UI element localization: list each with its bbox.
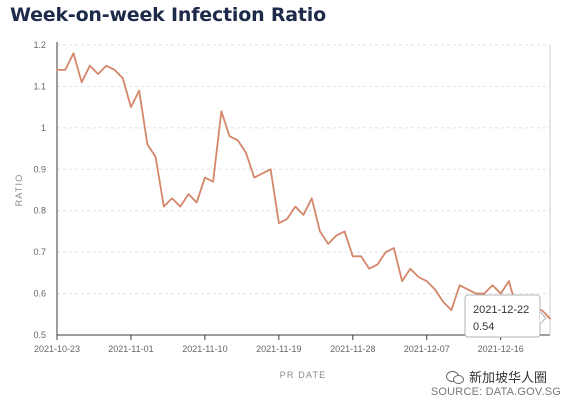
y-axis: 0.5 0.6 0.7 0.8 0.9 1 1.1 1.2: [33, 40, 58, 340]
y-tick-label: 0.8: [33, 206, 46, 216]
y-tick-label: 0.5: [33, 330, 46, 340]
x-tick-label: 2021-11-28: [330, 344, 375, 354]
y-tick-label: 1: [41, 123, 46, 133]
x-tick-label: 2021-12-07: [404, 344, 450, 354]
wechat-icon: [446, 370, 464, 384]
ratio-series-line: [56, 52, 551, 320]
chart-title: Week-on-week Infection Ratio: [10, 4, 326, 26]
x-axis-title: PR DATE: [280, 370, 327, 380]
x-tick-label: 2021-11-19: [256, 344, 301, 354]
tooltip: 2021-12-22 0.54: [464, 294, 547, 338]
y-tick-label: 0.6: [33, 289, 46, 299]
x-tick-label: 2021-10-23: [34, 344, 80, 354]
y-tick-label: 0.7: [33, 247, 46, 257]
y-tick-label: 1.1: [33, 81, 46, 91]
watermark-text: 新加坡华人圈: [469, 371, 548, 386]
x-tick-label: 2021-11-10: [182, 344, 227, 354]
watermark: 新加坡华人圈: [446, 367, 547, 386]
source-label: SOURCE: DATA.GOV.SG: [430, 386, 561, 398]
gridlines: [57, 44, 550, 295]
tooltip-pointer: [539, 311, 547, 325]
y-tick-label: 0.9: [33, 164, 46, 174]
y-tick-label: 1.2: [33, 40, 46, 50]
x-tick-label: 2021-11-01: [108, 344, 153, 354]
tooltip-value: 0.54: [473, 321, 494, 333]
y-axis-title: RATIO: [14, 174, 24, 207]
x-axis: 2021-10-23 2021-11-01 2021-11-10 2021-11-19…: [34, 334, 550, 354]
tooltip-date: 2021-12-22: [473, 304, 529, 316]
x-tick-label: 2021-12-16: [478, 344, 524, 354]
